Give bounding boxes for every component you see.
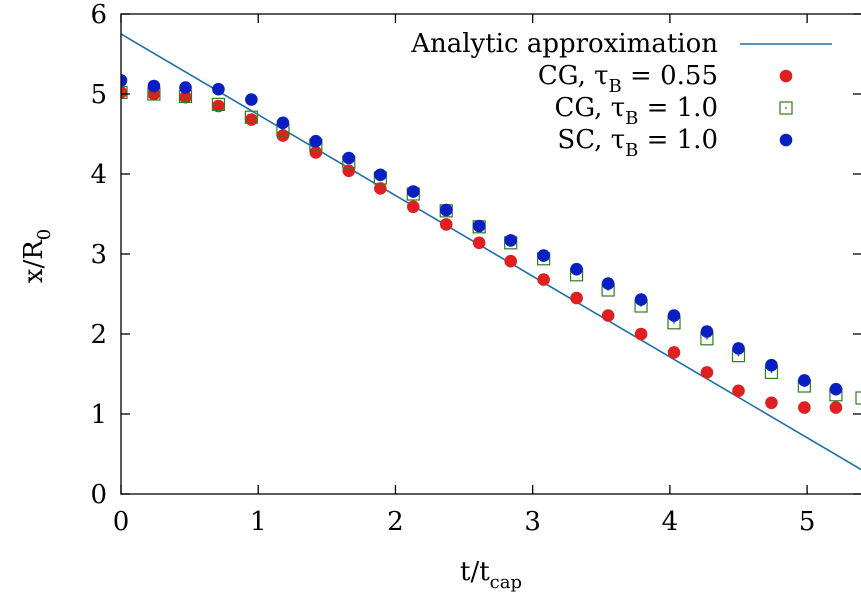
series-3-point [212,82,225,96]
x-tick-label: 2 [387,507,404,537]
series-2-point-dot [153,93,155,95]
analytic-line [121,33,861,471]
series-1-point [601,309,615,322]
series-3-point [439,203,453,217]
legend-label-sub: B [609,76,622,97]
series-3-point [765,358,778,372]
y-axis-title: x/R0 [19,229,55,283]
legend-label-main: Analytic approximation [410,29,718,59]
series-2-point-dot [737,354,740,357]
x-tick-label: 3 [524,507,541,537]
series-3-point [537,249,550,262]
legend-label: SC, τB = 1.0 [557,125,718,161]
legend-label-main: SC, τ [557,125,625,155]
series-1-point [309,146,323,159]
series-2-point-dot [673,321,675,324]
series-1-point [798,401,811,414]
series-3-point [309,134,323,148]
x-axis-title-main: t/t [460,557,490,587]
series-2-point-dot [770,371,773,374]
series-1-point [374,182,387,195]
legend-label-sub: B [625,140,638,161]
axes: 0 1 2 3 4 5 0 1 2 3 4 5 6 [90,0,861,537]
x-axis-title: t/tcap [460,557,522,593]
x-axis-title-sub: cap [490,572,522,593]
x-tick-label: 5 [799,507,816,537]
series-3-point [667,309,681,322]
plot-frame [120,13,861,495]
series-3-point [798,374,811,387]
x-tick-label: 4 [662,507,679,537]
series-1-point [700,366,714,379]
series-2-point-dot [282,129,284,131]
series-3-point [147,79,161,93]
series-3-point [700,325,714,338]
series-3-point [634,293,648,306]
series-2-point-dot [217,103,220,106]
series-2-point-dot [184,95,187,98]
series-1-point [342,164,356,178]
series-1-point [121,86,128,99]
series-2-point [121,85,128,100]
series-1-point [537,273,550,286]
legend-label: Analytic approximation [410,29,718,59]
series-1-point [406,200,420,214]
series-3-point [472,219,486,233]
series-3-point [570,262,583,276]
series-2-point-dot [706,337,708,340]
series-3-point [601,277,615,290]
x-tick-label: 0 [113,507,130,537]
legend-marker-dot [785,107,787,109]
y-axis-title-sub: 0 [34,229,55,240]
legend-marker [779,133,793,147]
series-2-point-dot [250,116,253,119]
series-1-point [504,254,518,268]
series-3-point [406,185,420,198]
series-3-point [245,93,258,106]
legend-label-sub: B [625,108,638,129]
y-axis-title-main: x/R [19,239,49,283]
series-1-point [439,218,453,231]
series-2-point [211,97,226,112]
legend-label-tail: = 0.55 [622,61,718,91]
series-1-point [829,401,843,414]
y-tick-label: 6 [90,0,107,30]
legend-label: CG, τB = 1.0 [554,93,718,129]
series-1-point [765,396,778,410]
series-3-point [276,116,290,130]
series-1-point [732,384,745,398]
series-3-point [179,81,192,94]
legend-label-main: CG, τ [538,61,609,91]
series-3-point [374,168,387,182]
legend-label-main: CG, τ [554,93,625,123]
y-tick-label: 0 [90,480,107,510]
legend-label-tail: = 1.0 [638,125,718,155]
y-tick-label: 5 [90,80,107,110]
legend-marker [779,69,793,83]
series-1-point [472,236,486,250]
y-tick-label: 3 [90,240,107,270]
legend-label-tail: = 1.0 [638,93,718,123]
y-tick-label: 4 [90,160,107,190]
series-3-point [342,151,356,165]
series-2-point [855,391,861,405]
series-1-point [570,291,583,305]
legend-marker [779,101,793,115]
series-1-point [634,327,648,341]
series-3-point [504,234,518,247]
series-2-point [244,110,258,124]
series-3-point [121,74,128,87]
series-1-point [667,346,681,359]
series-3-point [829,382,843,396]
y-tick-label: 1 [90,400,107,430]
series-1-point [245,113,258,126]
plot-marks [121,33,861,471]
legend-label: CG, τB = 0.55 [538,61,718,97]
x-tick-label: 1 [250,507,267,537]
y-tick-label: 2 [90,320,107,350]
series-3-point [732,342,745,355]
series-1-point [212,99,225,113]
